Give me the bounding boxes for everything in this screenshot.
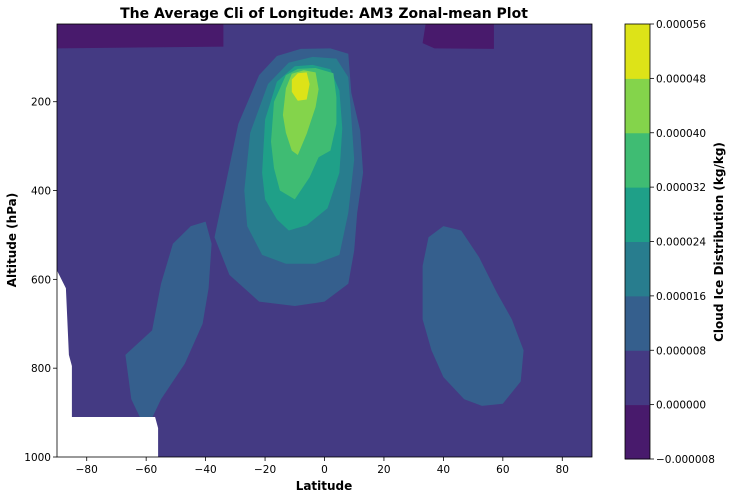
colorbar-tick-label: 0.000024 xyxy=(656,237,706,249)
y-axis: 200 400 600 800 1000 xyxy=(24,97,57,464)
colorbar-tick-label: 0.000048 xyxy=(656,73,706,85)
colorbar-segment xyxy=(625,350,650,406)
x-tick-label: −20 xyxy=(254,464,276,476)
contour-region-level-2 xyxy=(422,226,524,406)
colorbar-tick-label: 0.000040 xyxy=(656,128,706,140)
colorbar-tick-label: 0.000008 xyxy=(656,345,706,357)
y-tick-label: 800 xyxy=(31,363,51,375)
plot-area xyxy=(56,23,593,458)
contour-region-level-0 xyxy=(422,24,494,49)
x-tick-label: −60 xyxy=(135,464,157,476)
y-tick-label: 600 xyxy=(31,274,51,286)
colorbar: −0.000008 0.000000 0.000008 0.000016 0.00002… xyxy=(624,19,715,466)
contour-region-level-0 xyxy=(57,24,224,49)
colorbar-tick-label: 0.000056 xyxy=(656,19,706,31)
x-tick-label: 20 xyxy=(377,464,390,476)
colorbar-tick-label: 0.000000 xyxy=(656,400,706,412)
y-tick-label: 400 xyxy=(31,186,51,198)
colorbar-segment xyxy=(625,24,650,79)
colorbar-tick-label: −0.000008 xyxy=(656,454,715,466)
contour-region-level-2 xyxy=(125,221,212,431)
x-axis-label: Latitude xyxy=(296,479,353,493)
chart-title: The Average Cli of Longitude: AM3 Zonal-… xyxy=(120,6,528,22)
colorbar-segment xyxy=(625,187,650,243)
colorbar-segment xyxy=(625,295,650,351)
x-tick-label: 40 xyxy=(437,464,450,476)
x-tick-label: 0 xyxy=(321,464,328,476)
x-tick-label: 60 xyxy=(496,464,509,476)
colorbar-label: Cloud Ice Distribution (kg/kg) xyxy=(712,142,726,342)
colorbar-tick-label: 0.000016 xyxy=(656,291,706,303)
y-tick-label: 1000 xyxy=(24,452,51,464)
x-tick-label: −80 xyxy=(76,464,98,476)
colorbar-segment xyxy=(625,132,650,188)
colorbar-tick-label: 0.000032 xyxy=(656,182,706,194)
contour-region-level-7 xyxy=(291,72,310,101)
x-tick-label: −40 xyxy=(195,464,217,476)
x-tick-label: 80 xyxy=(556,464,569,476)
colorbar-segment xyxy=(625,241,650,297)
colorbar-segment xyxy=(625,78,650,134)
contour-layer xyxy=(57,24,524,457)
y-axis-label: Altitude (hPa) xyxy=(5,193,19,288)
x-axis: −80 −60 −40 −20 0 20 40 60 80 xyxy=(76,457,569,476)
colorbar-segment xyxy=(625,404,650,460)
y-tick-label: 200 xyxy=(31,97,51,109)
missing-data-region xyxy=(57,270,159,457)
